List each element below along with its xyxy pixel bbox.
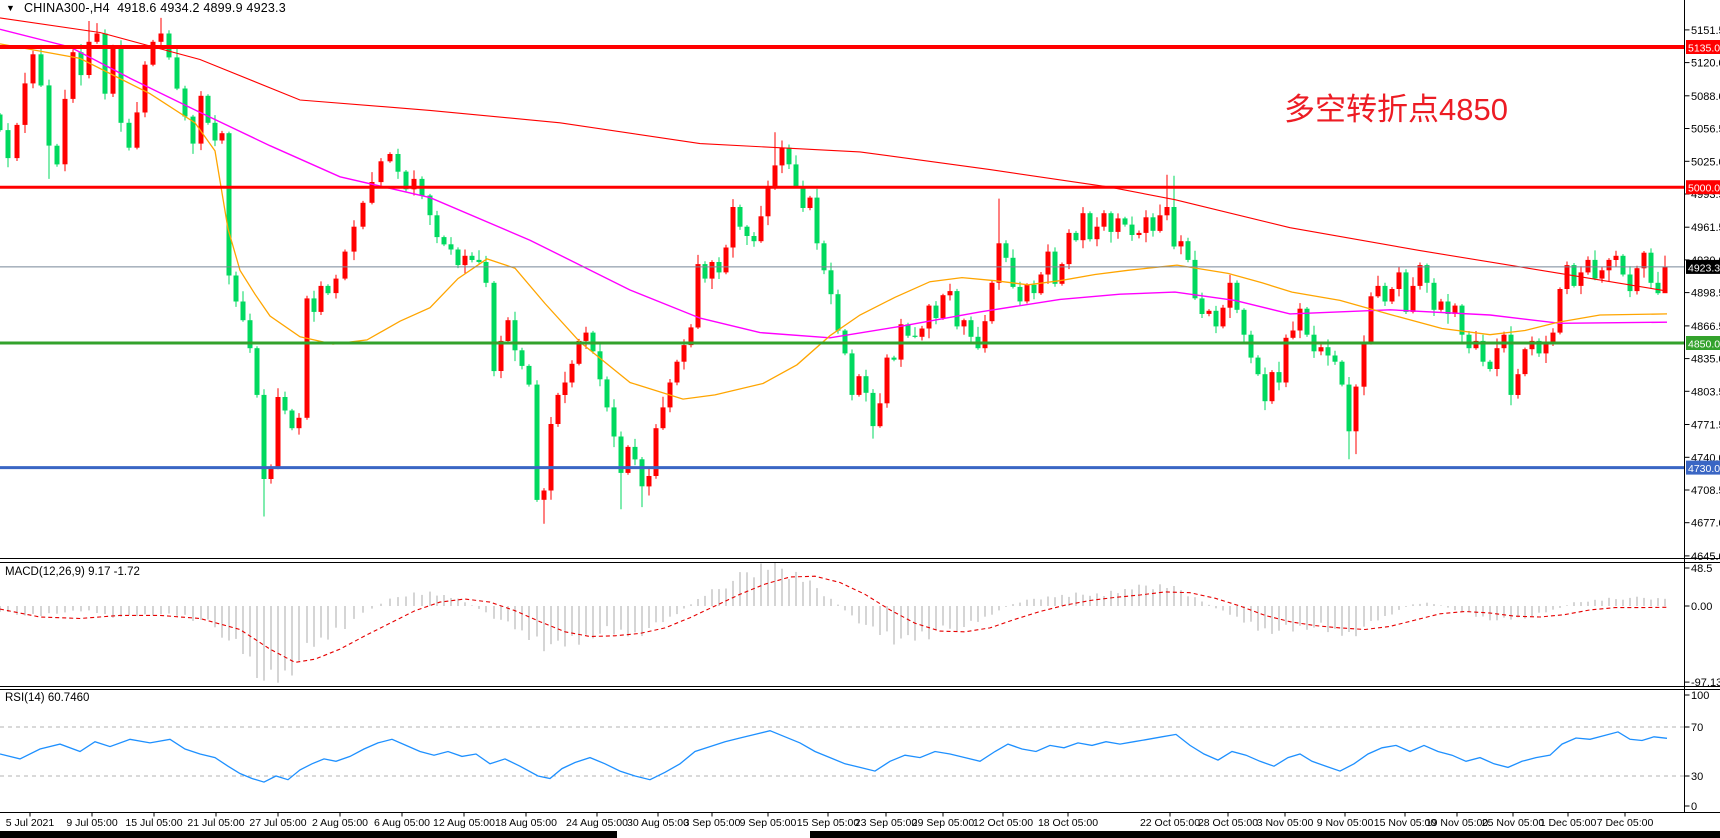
- time-tick-label: 15 Sep 05:00: [797, 817, 860, 829]
- chart-annotation-text: 多空转折点4850: [1284, 92, 1508, 127]
- rsi-panel: [0, 726, 1685, 783]
- svg-text:5000.0: 5000.0: [1688, 183, 1720, 195]
- svg-text:4730.0: 4730.0: [1688, 463, 1720, 475]
- macd-tick-label: 48.5: [1691, 563, 1712, 575]
- ma-slow-red: [0, 17, 1668, 292]
- rsi-tick-label: 30: [1691, 771, 1703, 783]
- time-tick-label: 25 Nov 05:00: [1482, 817, 1545, 829]
- price-badge-5000.0: [1686, 180, 1720, 195]
- macd-tick-label: 0.00: [1691, 601, 1712, 613]
- ma-mid-magenta: [0, 28, 1668, 339]
- rsi-tick-label: 0: [1691, 801, 1697, 813]
- time-tick-label: 9 Sep 05:00: [740, 817, 797, 829]
- time-tick-label: 21 Jul 05:00: [187, 817, 244, 829]
- rsi-indicator-label: RSI(14) 60.7460: [5, 692, 90, 704]
- time-tick-label: 3 Sep 05:00: [684, 817, 741, 829]
- macd-indicator-label: MACD(12,26,9) 9.17 -1.72: [5, 566, 140, 578]
- time-tick-label: 1 Dec 05:00: [1540, 817, 1597, 829]
- price-axis[interactable]: 5151.55120.05088.05056.55025.04993.54961…: [1684, 25, 1720, 813]
- time-tick-label: 9 Jul 05:00: [66, 817, 118, 829]
- time-tick-label: 3 Nov 05:00: [1257, 817, 1314, 829]
- rsi-tick-label: 70: [1691, 722, 1703, 734]
- price-tick-label: 4961.5: [1691, 222, 1720, 234]
- bottom-window-strip-right: [810, 831, 1720, 838]
- macd-panel: [0, 562, 1668, 683]
- panel-borders: [0, 0, 1720, 813]
- time-tick-label: 15 Jul 05:00: [125, 817, 182, 829]
- price-tick-label: 4898.5: [1691, 288, 1720, 300]
- time-tick-label: 9 Nov 05:00: [1317, 817, 1374, 829]
- moving-averages: [0, 17, 1668, 400]
- price-tick-label: 4677.0: [1691, 518, 1720, 530]
- price-badges: 5135.0 5000.0 4923.3 4850.0 4730.0: [1686, 40, 1720, 475]
- time-tick-label: 24 Aug 05:00: [566, 817, 628, 829]
- bottom-window-strip-left: [0, 831, 617, 838]
- time-tick-label: 27 Jul 05:00: [249, 817, 306, 829]
- svg-text:4923.3: 4923.3: [1688, 262, 1720, 274]
- price-tick-label: 4645.0: [1691, 551, 1720, 563]
- price-tick-label: 5151.5: [1691, 25, 1720, 37]
- time-tick-label: 18 Oct 05:00: [1038, 817, 1098, 829]
- price-tick-label: 5056.5: [1691, 124, 1720, 136]
- price-badge-5135.0: [1686, 40, 1720, 54]
- price-tick-label: 4866.5: [1691, 321, 1720, 333]
- time-tick-label: 2 Aug 05:00: [312, 817, 368, 829]
- rsi-tick-label: 100: [1691, 690, 1709, 702]
- price-tick-label: 5025.0: [1691, 156, 1720, 168]
- svg-text:4850.0: 4850.0: [1688, 339, 1720, 351]
- time-tick-label: 18 Aug 05:00: [495, 817, 557, 829]
- price-tick-label: 4835.0: [1691, 354, 1720, 366]
- price-tick-label: 4708.5: [1691, 485, 1720, 497]
- time-tick-label: 12 Oct 05:00: [973, 817, 1033, 829]
- time-axis[interactable]: 5 Jul 2021 9 Jul 05:00 15 Jul 05:00 21 Jul …: [6, 812, 1654, 830]
- time-tick-label: 30 Aug 05:00: [627, 817, 689, 829]
- time-tick-label: 19 Nov 05:00: [1426, 817, 1489, 829]
- time-tick-label: 15 Nov 05:00: [1374, 817, 1437, 829]
- price-tick-label: 5088.0: [1691, 91, 1720, 103]
- price-tick-label: 5120.0: [1691, 58, 1720, 70]
- time-tick-label: 5 Jul 2021: [6, 817, 55, 829]
- symbol-dropdown-icon[interactable]: ▼: [6, 3, 15, 13]
- candles: [0, 17, 1668, 524]
- symbol-ohlc-readout: CHINA300-,H4 4918.6 4934.2 4899.9 4923.3: [24, 1, 286, 15]
- time-tick-label: 7 Dec 05:00: [1597, 817, 1654, 829]
- time-tick-label: 6 Aug 05:00: [374, 817, 430, 829]
- macd-tick-label: -97.13: [1691, 677, 1720, 689]
- time-tick-label: 28 Oct 05:00: [1198, 817, 1258, 829]
- time-tick-label: 23 Sep 05:00: [855, 817, 918, 829]
- ma-fast-orange: [0, 43, 1668, 400]
- price-tick-label: 4803.5: [1691, 386, 1720, 398]
- time-tick-label: 12 Aug 05:00: [433, 817, 495, 829]
- time-tick-label: 22 Oct 05:00: [1140, 817, 1200, 829]
- macd-signal-line: [0, 575, 1668, 663]
- price-tick-label: 4771.5: [1691, 420, 1720, 432]
- price-badge-4923.3: [1686, 259, 1720, 274]
- horizontal-lines[interactable]: [0, 45, 1685, 470]
- time-tick-label: 29 Sep 05:00: [912, 817, 975, 829]
- rsi-line: [0, 730, 1668, 783]
- svg-text:5135.0: 5135.0: [1688, 43, 1720, 55]
- price-badge-4730.0: [1686, 460, 1720, 475]
- price-badge-4850.0: [1686, 336, 1720, 350]
